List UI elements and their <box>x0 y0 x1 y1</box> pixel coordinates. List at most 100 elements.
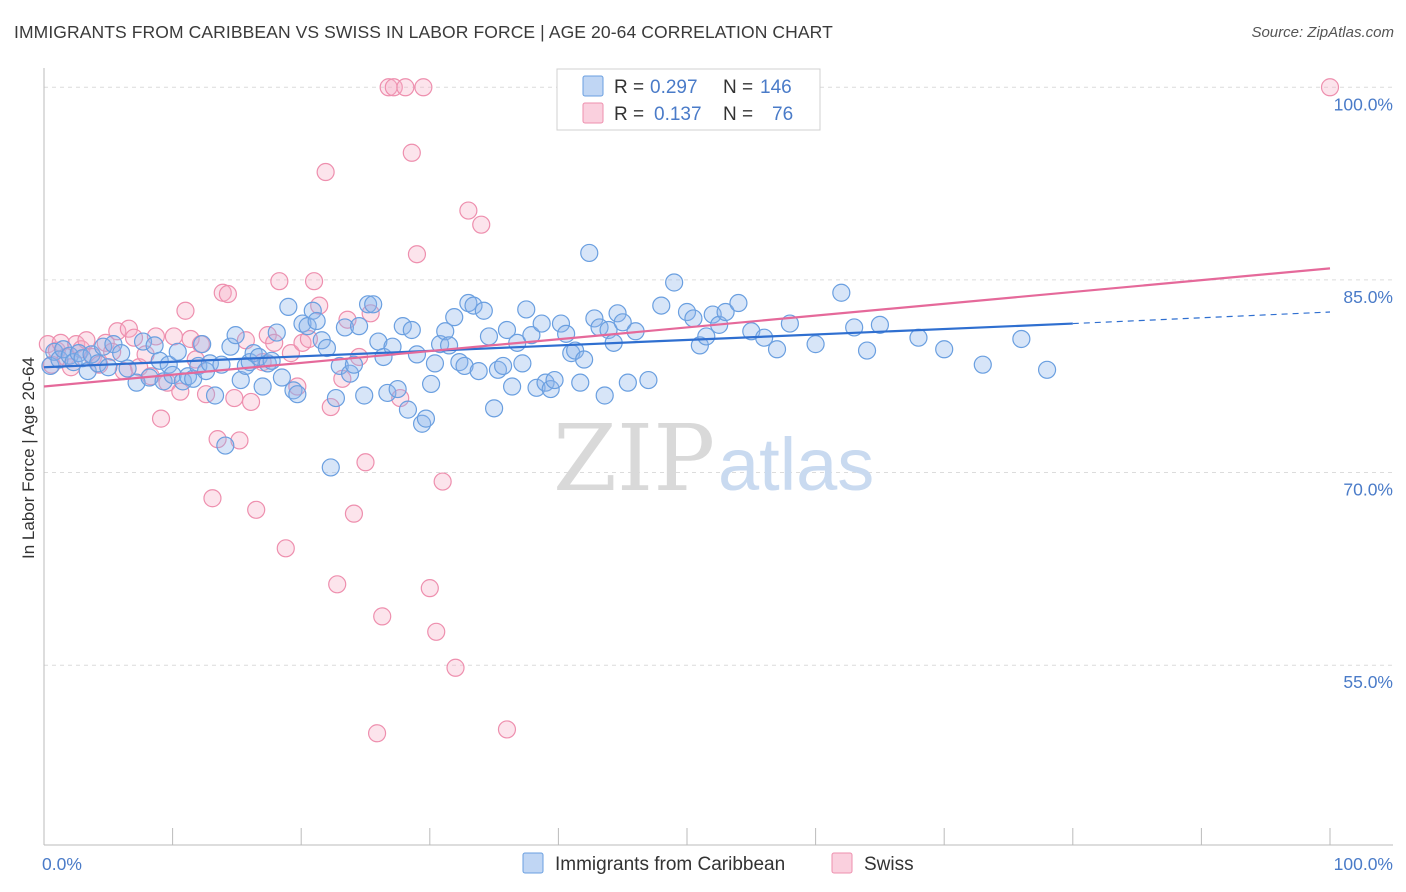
x-tick-label: 0.0% <box>42 854 82 874</box>
data-point-swiss <box>230 431 249 450</box>
data-point-caribbean <box>479 327 499 346</box>
data-point-swiss <box>203 489 222 508</box>
data-point-caribbean <box>832 283 851 302</box>
trend-line-swiss <box>43 267 1331 388</box>
data-point-swiss <box>396 78 415 97</box>
data-point-caribbean <box>1037 360 1057 379</box>
series-legend: Immigrants from Caribbean Swiss <box>522 852 914 875</box>
data-point-caribbean <box>303 301 322 320</box>
y-tick-label: 85.0% <box>1343 287 1393 307</box>
data-point-swiss <box>356 453 375 472</box>
data-point-caribbean <box>1012 329 1031 349</box>
watermark: ZIP atlas <box>553 405 874 512</box>
data-point-caribbean <box>321 458 340 477</box>
data-point-swiss <box>402 143 421 162</box>
data-point-swiss <box>446 658 465 677</box>
data-point-caribbean <box>485 399 504 418</box>
data-point-caribbean <box>205 386 225 405</box>
data-point-swiss <box>270 272 289 291</box>
data-point-caribbean <box>349 317 369 336</box>
chart-title: IMMIGRANTS FROM CARIBBEAN VS SWISS IN LA… <box>14 22 833 42</box>
data-point-swiss <box>276 539 295 558</box>
data-point-caribbean <box>388 379 407 399</box>
data-point-caribbean <box>973 355 992 374</box>
data-point-caribbean <box>494 356 513 376</box>
data-point-caribbean <box>665 273 684 292</box>
data-point-caribbean <box>154 372 173 391</box>
data-point-caribbean <box>639 370 658 390</box>
legend-r-value-swiss: 0.137 <box>654 104 702 125</box>
data-point-caribbean <box>226 326 245 345</box>
data-point-caribbean <box>293 314 312 333</box>
data-point-caribbean <box>729 293 748 313</box>
data-point-caribbean <box>267 323 286 342</box>
data-point-caribbean <box>272 368 292 387</box>
data-point-swiss <box>164 327 183 346</box>
data-point-caribbean <box>355 386 374 405</box>
data-point-caribbean <box>474 301 493 320</box>
data-point-caribbean <box>857 341 877 360</box>
trend-line-caribbean-extension <box>1072 311 1331 325</box>
legend-n-label-caribbean: N = <box>723 77 753 98</box>
data-point-caribbean <box>806 335 825 354</box>
data-point-caribbean <box>585 309 604 328</box>
legend-n-value-swiss: 76 <box>772 104 793 125</box>
data-point-caribbean <box>618 373 637 392</box>
trend-lines <box>43 267 1331 388</box>
data-point-swiss <box>427 622 446 641</box>
data-point-caribbean <box>112 344 131 363</box>
data-point-caribbean <box>425 354 445 373</box>
data-point-caribbean <box>697 327 716 346</box>
data-point-caribbean <box>445 308 464 327</box>
data-point-swiss <box>420 579 439 598</box>
data-point-swiss <box>414 78 433 97</box>
data-point-swiss <box>316 162 335 182</box>
data-point-caribbean <box>532 314 551 333</box>
data-point-caribbean <box>513 354 532 373</box>
legend-n-label-swiss: N = <box>723 104 753 125</box>
y-tick-label: 70.0% <box>1343 480 1393 500</box>
data-point-caribbean <box>551 314 571 333</box>
x-tick-labels: 0.0% 100.0% <box>42 854 1393 874</box>
data-point-caribbean <box>402 320 421 340</box>
data-point-swiss <box>304 272 324 291</box>
data-point-caribbean <box>133 332 153 351</box>
data-point-swiss <box>124 328 144 347</box>
bottom-legend-swatch-caribbean <box>522 852 544 874</box>
data-point-caribbean <box>340 364 360 383</box>
data-point-caribbean <box>522 326 541 345</box>
data-point-caribbean <box>344 355 364 374</box>
data-point-caribbean <box>168 342 187 361</box>
data-point-caribbean <box>358 295 378 314</box>
watermark-atlas: atlas <box>718 423 874 506</box>
legend-swatch-caribbean <box>582 75 604 97</box>
data-point-caribbean <box>193 335 212 354</box>
data-point-caribbean <box>99 358 118 377</box>
data-point-caribbean <box>497 320 517 340</box>
data-point-swiss <box>241 392 261 412</box>
data-point-caribbean <box>613 313 632 332</box>
data-point-caribbean <box>459 293 478 313</box>
data-point-caribbean <box>335 318 355 337</box>
data-point-swiss <box>373 607 392 626</box>
data-point-caribbean <box>231 370 250 390</box>
watermark-zip: ZIP <box>553 405 715 512</box>
data-point-caribbean <box>416 409 436 428</box>
bottom-legend-caribbean: Immigrants from Caribbean <box>555 854 785 875</box>
data-point-caribbean <box>503 377 522 396</box>
bottom-legend-swiss: Swiss <box>864 854 914 875</box>
data-point-swiss <box>225 388 244 408</box>
data-point-caribbean <box>330 356 349 376</box>
data-point-caribbean <box>870 315 890 334</box>
data-point-caribbean <box>517 300 536 319</box>
data-point-caribbean <box>50 350 69 369</box>
data-point-caribbean <box>527 378 546 397</box>
data-point-swiss <box>1320 78 1340 97</box>
legend-r-label-caribbean: R = <box>614 77 644 98</box>
data-point-caribbean <box>288 385 307 404</box>
data-point-caribbean <box>279 297 298 316</box>
data-point-caribbean <box>690 336 709 355</box>
data-point-swiss <box>218 284 237 304</box>
data-point-caribbean <box>575 350 594 369</box>
